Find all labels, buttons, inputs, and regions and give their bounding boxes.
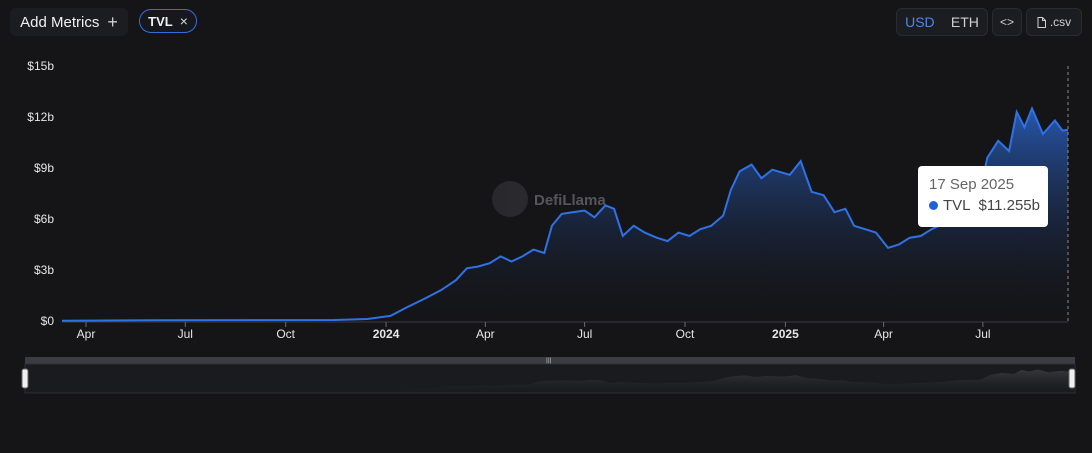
- x-tick-label: Apr: [77, 327, 96, 341]
- x-tick-label: Oct: [676, 327, 695, 341]
- watermark: DefiLlama: [492, 181, 606, 217]
- y-axis: $0 $3b $6b $9b $12b $15b: [27, 59, 54, 328]
- navigator-left-handle[interactable]: [21, 368, 29, 389]
- currency-usd-option[interactable]: USD: [905, 14, 935, 30]
- y-tick-label: $0: [41, 314, 55, 328]
- range-navigator[interactable]: |||: [21, 357, 1076, 394]
- x-tick-label: Apr: [874, 327, 893, 341]
- currency-toggle: USD ETH: [896, 8, 988, 36]
- embed-button[interactable]: <>: [992, 8, 1022, 36]
- x-tick-label: Apr: [476, 327, 495, 341]
- currency-eth-option[interactable]: ETH: [950, 14, 979, 30]
- llama-logo-icon: [492, 181, 528, 217]
- plus-icon: +: [107, 12, 118, 32]
- navigator-top-bar[interactable]: [25, 357, 1075, 364]
- y-tick-label: $3b: [34, 263, 54, 277]
- y-tick-label: $6b: [34, 212, 54, 226]
- x-tick-label: 2025: [772, 327, 799, 341]
- navigator-right-handle[interactable]: [1068, 368, 1076, 389]
- tooltip-series-name: TVL: [943, 197, 971, 214]
- csv-label: .csv: [1049, 15, 1072, 29]
- metric-chip-tvl[interactable]: TVL ×: [139, 9, 197, 33]
- file-icon: [1037, 16, 1046, 28]
- tooltip-value: $11.255b: [978, 197, 1040, 214]
- toolbar: Add Metrics + TVL × USD ETH <> .csv: [0, 0, 1092, 44]
- chart-tooltip: 17 Sep 2025 TVL $11.255b: [918, 166, 1048, 227]
- x-tick-label: Jul: [178, 327, 193, 341]
- watermark-text: DefiLlama: [534, 192, 606, 209]
- y-tick-label: $12b: [27, 110, 54, 124]
- x-tick-label: Jul: [975, 327, 990, 341]
- add-metrics-label: Add Metrics: [20, 13, 100, 31]
- close-icon[interactable]: ×: [179, 13, 188, 29]
- x-tick-label: Oct: [276, 327, 295, 341]
- code-icon: <>: [999, 15, 1014, 29]
- x-tick-label: 2024: [373, 327, 400, 341]
- series-dot-icon: [929, 201, 938, 210]
- y-tick-label: $9b: [34, 161, 54, 175]
- add-metrics-button[interactable]: Add Metrics +: [10, 8, 128, 36]
- tvl-area: [62, 108, 1068, 321]
- csv-download-button[interactable]: .csv: [1026, 8, 1082, 36]
- x-axis: Apr Jul Oct 2024 Apr Jul Oct 2025 Apr Jul: [62, 321, 1068, 341]
- metric-chip-label: TVL: [148, 13, 173, 29]
- navigator-area: [25, 369, 1075, 392]
- navigator-grip-icon: |||: [546, 358, 552, 365]
- tooltip-date: 17 Sep 2025: [929, 176, 1015, 193]
- x-tick-label: Jul: [577, 327, 592, 341]
- tvl-chart[interactable]: $0 $3b $6b $9b $12b $15b Apr Jul Oct 2024 Apr Jul O…: [0, 44, 1092, 444]
- y-tick-label: $15b: [27, 59, 54, 73]
